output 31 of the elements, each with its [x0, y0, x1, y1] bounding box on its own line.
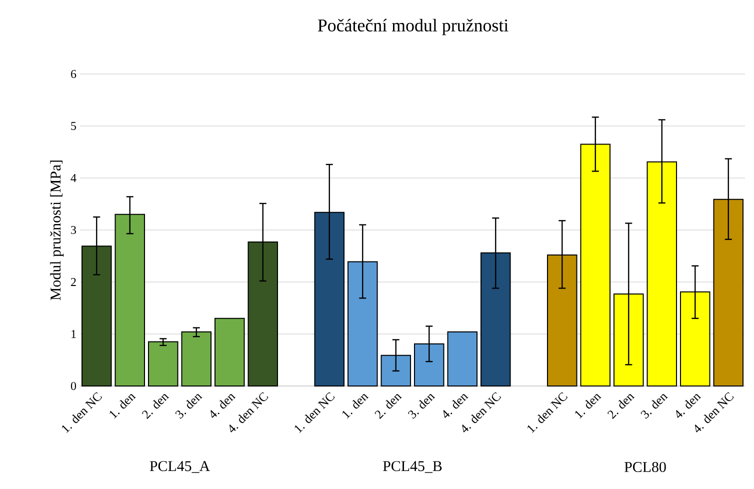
bar	[181, 331, 212, 386]
x-tick-label: 1. den	[342, 394, 369, 419]
y-tick-label: 5	[71, 122, 76, 130]
y-tick-label: 2	[71, 278, 76, 286]
y-tick-label: 1	[72, 330, 76, 338]
x-tick-label: 3. den	[640, 394, 668, 419]
x-tick-label: 1. den	[110, 394, 136, 419]
x-tick-label: 4. den	[210, 394, 236, 418]
y-tick-label: 6	[71, 70, 76, 78]
x-tick-label: 2. den	[607, 394, 635, 419]
text: PCL45_A	[150, 461, 210, 473]
x-tick-label: 1. den NC	[62, 392, 102, 434]
x-tick-label: 1. den	[575, 394, 602, 419]
y-tick-label: 0	[70, 382, 76, 390]
chart-title: Počáteční modul pružnosti	[318, 18, 508, 36]
x-tick-label: 1. den NC	[527, 392, 568, 434]
x-tick-label: 4. den	[676, 394, 702, 418]
x-tick-label: 2. den	[142, 394, 170, 419]
text: PCL45_B	[383, 461, 442, 473]
y-tick-label: 4	[70, 174, 76, 182]
x-tick-label: 1. den NC	[294, 392, 335, 434]
x-tick-label: 4. den	[443, 394, 468, 418]
bar	[447, 331, 478, 386]
y-tick-label: 3	[71, 226, 76, 234]
x-tick-label: 2. den	[374, 394, 402, 419]
x-tick-label: 3. den	[408, 394, 436, 419]
bar	[148, 341, 178, 386]
text: PCL80	[624, 462, 666, 472]
x-tick-label: 3. den	[175, 394, 202, 419]
bar	[214, 318, 245, 386]
y-axis-title: Modul pružnosti [MPa]	[50, 160, 64, 300]
